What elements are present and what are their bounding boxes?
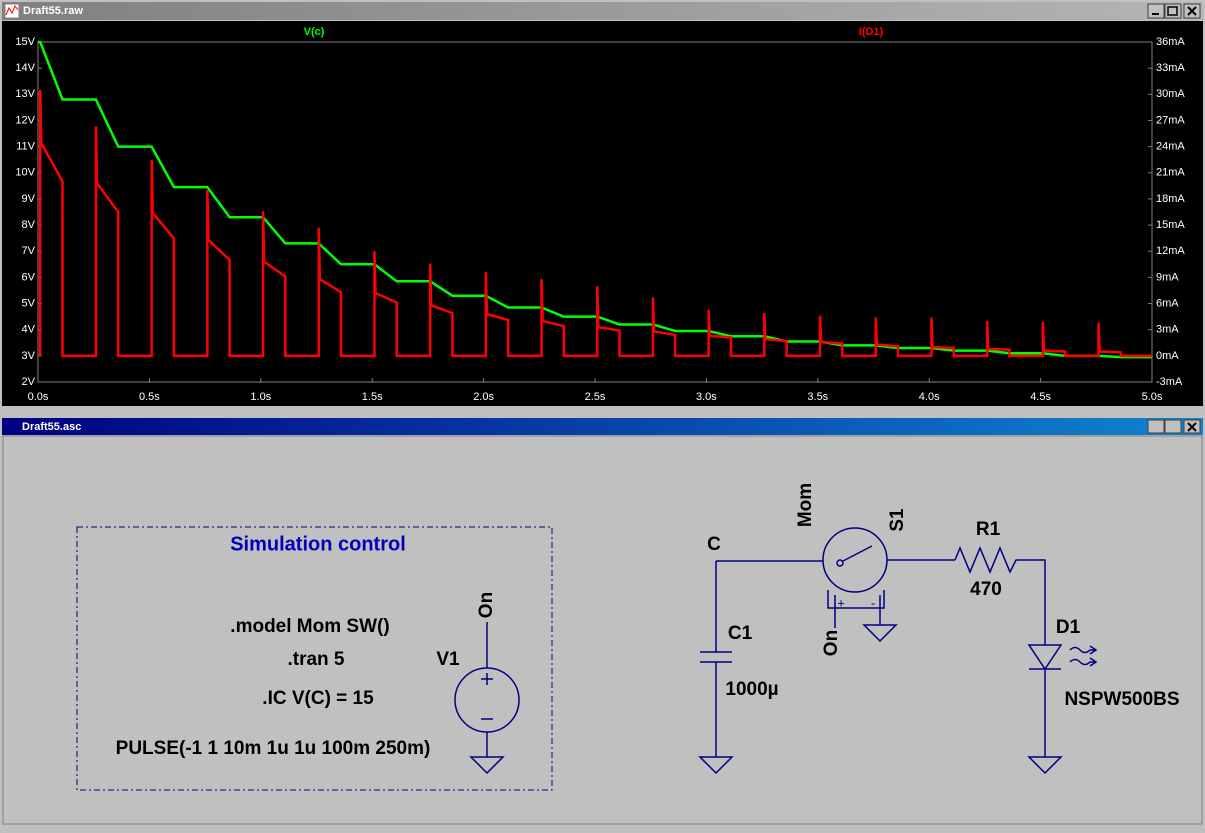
- c1-wires: [698, 560, 823, 775]
- x-tick-label: 3.0s: [696, 391, 717, 403]
- title-bar: [2, 418, 1203, 435]
- switch-model: Mom: [795, 483, 816, 527]
- y-tick-label: 15V: [15, 36, 35, 48]
- x-tick-label: 1.5s: [362, 391, 383, 403]
- y-tick-label: 4V: [22, 324, 36, 336]
- x-tick-label: 0.5s: [139, 391, 160, 403]
- x-tick-label: 2.5s: [585, 391, 606, 403]
- y-tick-label: 12V: [15, 114, 35, 126]
- y2-tick-label: 30mA: [1156, 88, 1185, 100]
- net-label: On: [476, 592, 497, 618]
- node-label: C: [707, 534, 721, 555]
- x-tick-label: 3.5s: [807, 391, 828, 403]
- close-icon: [1187, 422, 1197, 432]
- window-icon-trace: [5, 5, 19, 16]
- y-tick-label: 6V: [22, 271, 36, 283]
- net-label: On: [821, 630, 842, 656]
- y-tick-label: 8V: [22, 219, 36, 231]
- switch-plus: +: [837, 595, 845, 610]
- x-tick-label: 1.0s: [250, 391, 271, 403]
- switch-wires: [827, 545, 955, 643]
- y-tick-label: 11V: [16, 141, 35, 153]
- y2-tick-label: 15mA: [1156, 219, 1185, 231]
- c1-value: 1000µ: [725, 679, 778, 700]
- title-bar: [2, 2, 1203, 20]
- window-buttons[interactable]: [1147, 3, 1201, 19]
- led-arrows: [1069, 645, 1098, 667]
- y2-tick-label: 33mA: [1156, 62, 1185, 74]
- y-tick-label: 2V: [22, 376, 36, 388]
- y-tick-label: 3V: [22, 350, 36, 362]
- maximize-button[interactable]: [1164, 419, 1182, 434]
- y-tick-label: 5V: [22, 297, 36, 309]
- y2-tick-label: 36mA: [1156, 36, 1185, 48]
- minimize-button[interactable]: [1147, 3, 1165, 19]
- y2-tick-label: 18mA: [1156, 193, 1185, 205]
- r1-value: 470: [970, 579, 1002, 600]
- y-tick-label: 7V: [22, 245, 36, 257]
- x-tick-label: 4.5s: [1030, 391, 1051, 403]
- minimize-button[interactable]: [1147, 419, 1165, 434]
- y2-tick-label: 21mA: [1156, 167, 1185, 179]
- r1-d1-wires: [954, 546, 1063, 775]
- d1-value: NSPW500BS: [1064, 689, 1179, 710]
- y-tick-label: 10V: [15, 167, 35, 179]
- y2-tick-label: 27mA: [1156, 114, 1185, 126]
- x-tick-label: 4.0s: [919, 391, 940, 403]
- y2-tick-label: 0mA: [1156, 350, 1179, 362]
- y2-tick-label: 12mA: [1156, 245, 1185, 257]
- y-tick-label: 13V: [15, 88, 35, 100]
- v1-wires: [469, 622, 505, 775]
- directive: .tran 5: [287, 649, 344, 670]
- window-title: Draft55.raw: [23, 5, 83, 17]
- sim-box: [76, 526, 553, 791]
- x-tick-label: 2.0s: [473, 391, 494, 403]
- switch-minus: -: [871, 595, 875, 610]
- window-title: Draft55.asc: [22, 421, 81, 433]
- r1-name: R1: [976, 519, 1001, 540]
- x-tick-label: 5.0s: [1142, 391, 1163, 403]
- series-line: [38, 89, 1152, 358]
- directive: .IC V(C) = 15: [262, 688, 374, 709]
- switch-contact: [836, 559, 844, 567]
- window-icon: [4, 3, 20, 19]
- close-icon: [1187, 6, 1197, 16]
- y2-tick-label: 6mA: [1156, 297, 1179, 309]
- v1-name: V1: [436, 649, 460, 670]
- plot-pane: [2, 21, 1203, 406]
- pulse-spec: PULSE(-1 1 10m 1u 1u 100m 250m): [116, 738, 431, 759]
- y2-tick-label: 3mA: [1156, 324, 1179, 336]
- maximize-icon: [1167, 6, 1178, 16]
- series-line: [38, 40, 1152, 359]
- legend-label: I(D1): [859, 26, 884, 38]
- chart: 2V 3V 4V 5V 6V 7V 8V 9V 10V 11V 12V 13V 14V 15V -3mA 0m…: [15, 26, 1185, 403]
- v1-polarity: [481, 673, 493, 720]
- switch-name: S1: [887, 508, 908, 532]
- directive: .model Mom SW(): [230, 616, 389, 637]
- window-buttons[interactable]: [1147, 419, 1201, 434]
- schematic-canvas: [2, 435, 1203, 825]
- d1-name: D1: [1056, 617, 1081, 638]
- y2-tick-label: -3mA: [1156, 376, 1183, 388]
- c1-name: C1: [728, 623, 753, 644]
- y2-tick-label: 24mA: [1156, 141, 1185, 153]
- v1-symbol: [454, 667, 520, 733]
- x-tick-label: 0.0s: [28, 391, 49, 403]
- legend-label: V(c): [304, 26, 325, 38]
- y-tick-label: 9V: [22, 193, 36, 205]
- y-tick-label: 14V: [15, 62, 35, 74]
- y2-tick-label: 9mA: [1156, 271, 1179, 283]
- sim-title: Simulation control: [230, 533, 406, 555]
